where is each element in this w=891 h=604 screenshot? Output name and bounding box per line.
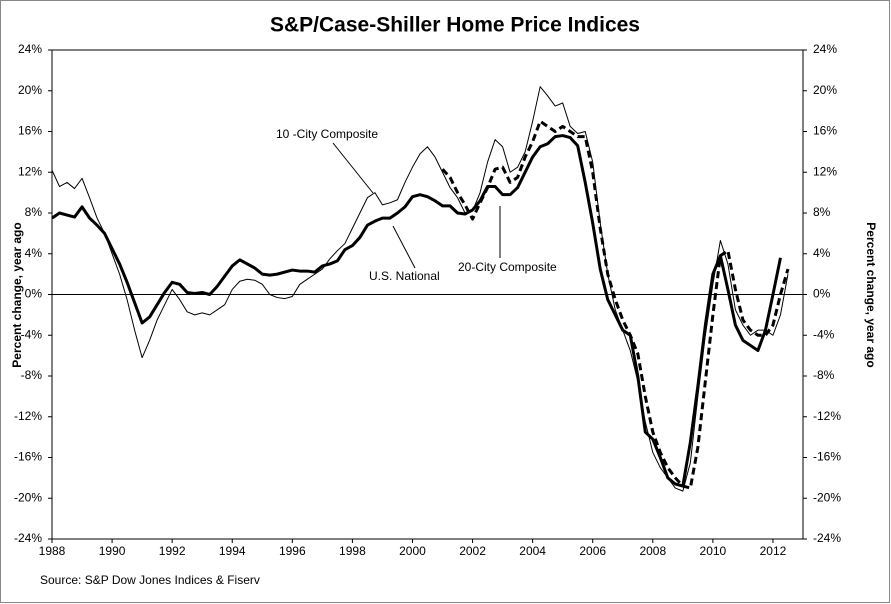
x-tick-label: 1996 [279,544,306,558]
y2-tick-label: 16% [813,124,837,138]
y2-tick-label: 24% [813,42,837,56]
y-tick-label: 4% [25,246,43,260]
y2-tick-label: -20% [813,490,841,504]
y-tick-label: -12% [14,409,42,423]
y-tick-label: -20% [14,490,42,504]
x-tick-label: 2010 [700,544,727,558]
y-tick-label: 8% [25,205,43,219]
y-tick-label: -16% [14,450,42,464]
y2-tick-label: -8% [813,368,835,382]
x-tick-label: 1992 [159,544,186,558]
series-line [51,134,782,488]
x-tick-label: 1998 [339,544,366,558]
y-tick-label: 16% [18,124,42,138]
x-tick-label: 2002 [459,544,486,558]
x-tick-label: 2000 [399,544,426,558]
y-tick-label: 24% [18,42,42,56]
annotation-leader [392,225,416,269]
y2-tick-label: 8% [813,205,831,219]
y-tick-label: 0% [25,287,43,301]
x-tick-label: 2004 [519,544,546,558]
series-line [441,119,790,490]
annotation-leader [332,142,374,194]
chart-title: S&P/Case-Shiller Home Price Indices [270,14,640,37]
y2-tick-label: -24% [813,531,841,545]
x-tick-label: 1988 [39,544,66,558]
annotation: U.S. National [369,269,440,283]
y-tick-label: -8% [21,368,43,382]
x-tick-label: 2008 [639,544,666,558]
y2-tick-label: 12% [813,164,837,178]
y2-axis-label: Percent change, year ago [864,222,878,367]
x-tick-label: 2012 [760,544,787,558]
y-tick-label: 12% [18,164,42,178]
y-axis-label: Percent change, year ago [10,222,24,367]
x-tick-label: 1990 [99,544,126,558]
annotation: 10 -City Composite [276,127,378,141]
annotation: 20-City Composite [458,260,557,274]
y-tick-label: 20% [18,83,42,97]
y2-tick-label: 4% [813,246,831,260]
y2-tick-label: 20% [813,83,837,97]
y2-tick-label: -16% [813,450,841,464]
x-tick-label: 2006 [579,544,606,558]
x-tick-label: 1994 [219,544,246,558]
y2-tick-label: -4% [813,327,835,341]
y2-tick-label: 0% [813,287,831,301]
y-tick-label: -24% [14,531,42,545]
y2-tick-label: -12% [813,409,841,423]
y-tick-label: -4% [21,327,43,341]
source-note: Source: S&P Dow Jones Indices & Fiserv [40,573,260,587]
